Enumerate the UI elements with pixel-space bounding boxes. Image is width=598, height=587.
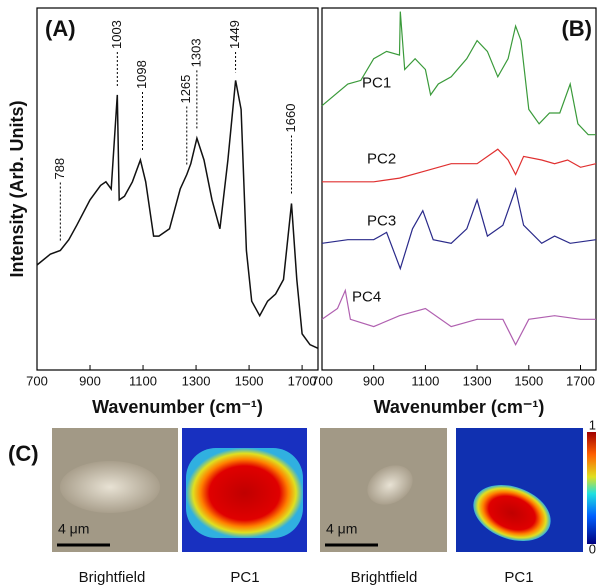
series-line: [321, 11, 596, 136]
panel-label: (A): [45, 16, 76, 41]
x-tick-label: 1700: [288, 373, 317, 388]
heatmap-blob: [473, 484, 551, 542]
x-tick-label: 700: [26, 373, 48, 388]
caption: PC1: [504, 569, 533, 586]
series-label: PC1: [362, 75, 391, 92]
x-tick-label: 1500: [235, 373, 264, 388]
series-label: PC2: [367, 151, 396, 168]
x-tick-label: 700: [311, 373, 333, 388]
peak-label: 1003: [109, 20, 124, 49]
x-tick-label: 900: [363, 373, 385, 388]
panel-label: (C): [8, 441, 39, 466]
plot-frame: [36, 7, 319, 371]
series-line: [321, 288, 596, 347]
x-tick-label: 1100: [129, 373, 157, 388]
caption: PC1: [230, 569, 259, 586]
y-axis-title: Intensity (Arb. Units): [7, 100, 27, 277]
x-tick-label: 1100: [411, 373, 439, 388]
caption: Brightfield: [79, 569, 146, 586]
peak-label: 788: [52, 158, 67, 180]
colorbar: [587, 432, 596, 544]
x-axis-title: Wavenumber (cm⁻¹): [92, 397, 263, 417]
series-label: PC3: [367, 212, 396, 229]
caption: Brightfield: [351, 569, 418, 586]
x-axis-title: Wavenumber (cm⁻¹): [374, 397, 545, 417]
x-tick-label: 1500: [514, 373, 543, 388]
scale-label: 4 μm: [326, 521, 357, 537]
series-label: PC4: [352, 288, 381, 305]
x-tick-label: 1700: [566, 373, 595, 388]
cell: [60, 461, 160, 513]
panel-label: (B): [561, 16, 592, 41]
series-line: [322, 148, 597, 183]
colorbar-label: 1: [589, 417, 596, 432]
colorbar-label: 0: [589, 541, 596, 556]
peak-label: 1303: [188, 38, 203, 67]
peak-label: 1660: [283, 104, 298, 133]
peak-label: 1449: [227, 20, 242, 49]
series-line: [321, 186, 597, 271]
peak-label: 1098: [134, 60, 149, 89]
heatmap-blob: [186, 448, 303, 538]
cell: [367, 465, 413, 505]
x-tick-label: 1300: [463, 373, 492, 388]
panel-c-images: [52, 428, 596, 552]
peak-label: 1265: [178, 75, 193, 104]
x-tick-label: 900: [79, 373, 101, 388]
x-tick-label: 1300: [182, 373, 211, 388]
scale-label: 4 μm: [58, 521, 89, 537]
spectrum: [36, 80, 319, 349]
plot-frame: [321, 7, 597, 371]
